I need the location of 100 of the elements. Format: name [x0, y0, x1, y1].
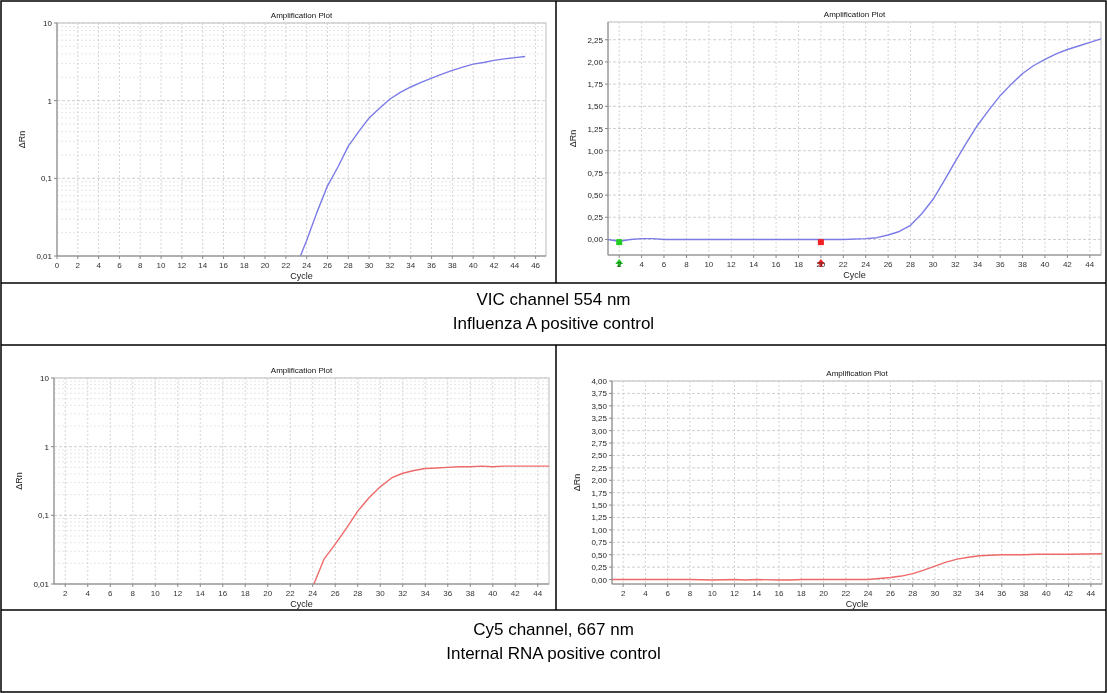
- x-tick-label: 22: [841, 589, 851, 598]
- x-tick-label: 32: [398, 589, 408, 598]
- y-tick-label: 0,01: [36, 252, 53, 261]
- x-tick-label: 26: [885, 589, 896, 598]
- x-tick-label: 12: [177, 261, 187, 270]
- x-tick-label: 4: [643, 589, 649, 598]
- x-tick-label: 6: [661, 260, 667, 269]
- x-tick-label: 40: [1041, 589, 1052, 598]
- y-tick-label: 0,01: [33, 580, 50, 589]
- y-axis-title: ΔRn: [572, 473, 582, 492]
- x-tick-label: 30: [930, 589, 940, 598]
- x-tick-label: 4: [85, 589, 91, 598]
- line-series: [611, 553, 1103, 581]
- x-tick-label: 44: [510, 261, 520, 270]
- y-tick-label: 2,00: [587, 57, 604, 67]
- x-tick-label: 42: [1062, 260, 1073, 269]
- x-tick-label: 10: [707, 589, 718, 598]
- x-tick-label: 8: [138, 261, 144, 270]
- x-tick-label: 12: [730, 589, 740, 598]
- x-tick-label: 0: [54, 261, 60, 270]
- y-tick-label: 1,00: [591, 525, 608, 535]
- y-tick-label: 0,75: [591, 538, 608, 548]
- y-tick-label: 1,25: [591, 513, 608, 523]
- x-tick-label: 22: [285, 589, 296, 598]
- x-tick-label: 30: [375, 589, 386, 598]
- x-tick-label: 2: [63, 589, 69, 598]
- x-tick-label: 12: [726, 260, 737, 269]
- x-tick-label: 8: [130, 589, 136, 598]
- x-tick-label: 32: [952, 589, 963, 598]
- x-axis-title: Cycle: [845, 599, 869, 609]
- x-tick-label: 22: [281, 261, 291, 270]
- x-tick-label: 40: [1040, 260, 1050, 269]
- x-tick-label: 16: [771, 260, 782, 269]
- text: Cy5 channel, 667 nm: [473, 620, 634, 639]
- y-tick-label: 1: [47, 96, 53, 106]
- x-tick-label: 24: [308, 589, 318, 598]
- x-tick-label: 20: [260, 261, 271, 270]
- line-series: [313, 465, 550, 585]
- y-tick-label: 3,50: [591, 401, 608, 411]
- x-tick-label: 40: [468, 261, 479, 270]
- x-tick-label: 36: [427, 261, 437, 270]
- x-tick-label: 36: [995, 260, 1006, 269]
- x-tick-label: 28: [343, 261, 354, 270]
- x-tick-label: 28: [906, 260, 916, 269]
- x-axis-title: Cycle: [290, 271, 313, 281]
- y-tick-label: 0,1: [37, 511, 50, 521]
- y-tick-label: 3,00: [591, 426, 608, 436]
- y-tick-label: 2,75: [591, 439, 608, 449]
- x-tick-label: 20: [263, 589, 273, 598]
- x-tick-label: 40: [488, 589, 498, 598]
- x-tick-label: 18: [796, 589, 807, 598]
- x-tick-label: 28: [353, 589, 363, 598]
- x-tick-label: 32: [385, 261, 395, 270]
- text: Influenza A positive control: [452, 314, 655, 333]
- x-tick-label: 8: [684, 260, 690, 269]
- x-tick-label: 4: [96, 261, 102, 270]
- y-tick-label: 4,00: [591, 377, 608, 386]
- x-tick-label: 38: [1018, 260, 1028, 269]
- y-tick-label: 0,50: [591, 550, 608, 560]
- x-tick-label: 38: [1019, 589, 1030, 598]
- x-tick-label: 6: [117, 261, 123, 270]
- y-tick-label: 0,00: [591, 575, 608, 585]
- x-tick-label: 44: [1085, 260, 1095, 269]
- x-tick-label: 24: [863, 589, 874, 598]
- x-tick-label: 42: [489, 261, 499, 270]
- x-tick-label: 8: [687, 589, 693, 598]
- text: VIC channel 554 nm: [476, 290, 631, 309]
- y-tick-label: 1,00: [587, 146, 604, 156]
- x-tick-label: 6: [665, 589, 671, 598]
- y-tick-label: 2,25: [591, 463, 608, 473]
- x-tick-label: 30: [928, 260, 938, 269]
- x-tick-label: 28: [908, 589, 918, 598]
- chart-title: Amplification Plot: [823, 10, 886, 19]
- x-tick-label: 44: [1086, 589, 1096, 598]
- x-tick-label: 14: [752, 589, 762, 598]
- y-tick-label: 1,25: [587, 124, 604, 134]
- x-tick-label: 2: [620, 589, 626, 598]
- y-tick-label: 10: [43, 19, 53, 28]
- x-tick-label: 14: [198, 261, 208, 270]
- x-tick-label: 12: [173, 589, 183, 598]
- y-tick-label: 1,50: [587, 102, 604, 112]
- x-tick-label: 32: [950, 260, 961, 269]
- y-tick-label: 0,50: [587, 191, 604, 201]
- y-tick-label: 0,1: [40, 174, 53, 184]
- y-tick-label: 1,75: [587, 80, 604, 90]
- x-tick-label: 2: [75, 261, 81, 270]
- chart-title: Amplification Plot: [270, 11, 333, 20]
- x-tick-label: 16: [774, 589, 785, 598]
- x-tick-label: 44: [533, 589, 543, 598]
- x-tick-label: 34: [420, 589, 431, 598]
- x-tick-label: 34: [406, 261, 416, 270]
- y-tick-label: 2,00: [591, 476, 608, 486]
- x-tick-label: 10: [156, 261, 167, 270]
- x-tick-label: 10: [150, 589, 161, 598]
- x-tick-label: 26: [883, 260, 894, 269]
- x-tick-label: 24: [861, 260, 871, 269]
- x-axis-title: Cycle: [843, 270, 866, 280]
- x-tick-label: 42: [1064, 589, 1074, 598]
- x-tick-label: 16: [218, 589, 228, 598]
- y-tick-label: 1: [44, 442, 50, 452]
